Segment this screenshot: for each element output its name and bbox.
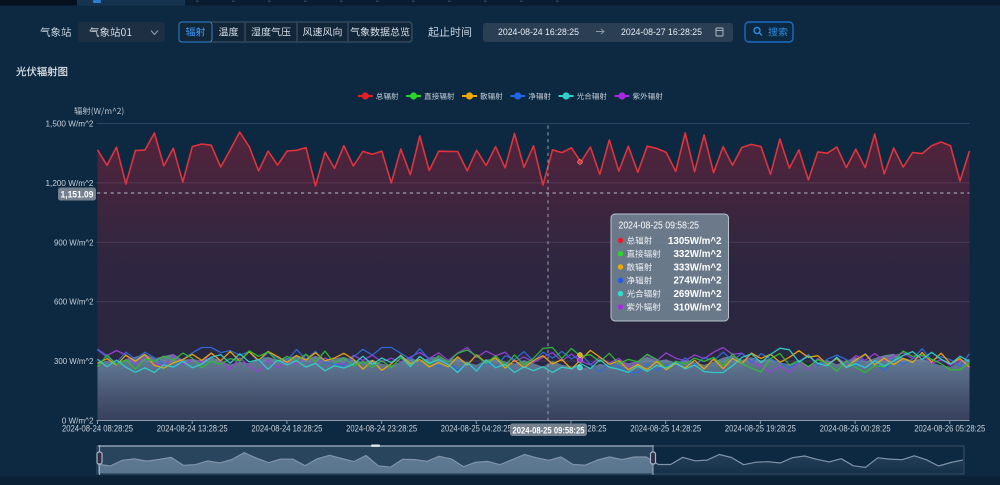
- svg-text:2024-08-24 16:28:25: 2024-08-24 16:28:25: [498, 27, 579, 38]
- svg-text:332W/m^2: 332W/m^2: [674, 249, 722, 260]
- svg-text:2024-08-24 18:28:25: 2024-08-24 18:28:25: [251, 424, 322, 434]
- svg-text:300 W/m^2: 300 W/m^2: [54, 356, 94, 366]
- svg-text:2024-08-25 09:58:25: 2024-08-25 09:58:25: [513, 425, 585, 435]
- svg-text:1305W/m^2: 1305W/m^2: [668, 236, 722, 247]
- svg-text:2024-08-25 09:58:25: 2024-08-25 09:58:25: [619, 221, 700, 232]
- svg-text:1,151.09: 1,151.09: [61, 189, 94, 199]
- svg-text:2024-08-27 16:28:25: 2024-08-27 16:28:25: [621, 27, 702, 38]
- svg-text:1,500 W/m^2: 1,500 W/m^2: [46, 119, 94, 129]
- svg-text:2024-08-25 04:28:25: 2024-08-25 04:28:25: [441, 424, 512, 434]
- svg-text:2024-08-24 08:28:25: 2024-08-24 08:28:25: [62, 424, 133, 434]
- svg-text:2024-08-24 23:28:25: 2024-08-24 23:28:25: [346, 424, 417, 434]
- svg-text:600 W/m^2: 600 W/m^2: [54, 297, 94, 307]
- svg-text:269W/m^2: 269W/m^2: [674, 289, 722, 300]
- svg-text:310W/m^2: 310W/m^2: [674, 302, 722, 313]
- svg-text:2024-08-26 05:28:25: 2024-08-26 05:28:25: [914, 424, 985, 434]
- svg-text:274W/m^2: 274W/m^2: [674, 276, 722, 287]
- svg-text:333W/m^2: 333W/m^2: [674, 262, 722, 273]
- svg-text:2024-08-24 13:28:25: 2024-08-24 13:28:25: [157, 424, 228, 434]
- svg-text:2024-08-25 14:28:25: 2024-08-25 14:28:25: [630, 424, 701, 434]
- svg-text:0 W/m^2: 0 W/m^2: [62, 416, 94, 426]
- svg-text:900 W/m^2: 900 W/m^2: [54, 237, 94, 247]
- svg-text:1,200 W/m^2: 1,200 W/m^2: [46, 178, 94, 188]
- svg-text:2024-08-25 19:28:25: 2024-08-25 19:28:25: [725, 424, 796, 434]
- svg-text:2024-08-26 00:28:25: 2024-08-26 00:28:25: [820, 424, 891, 434]
